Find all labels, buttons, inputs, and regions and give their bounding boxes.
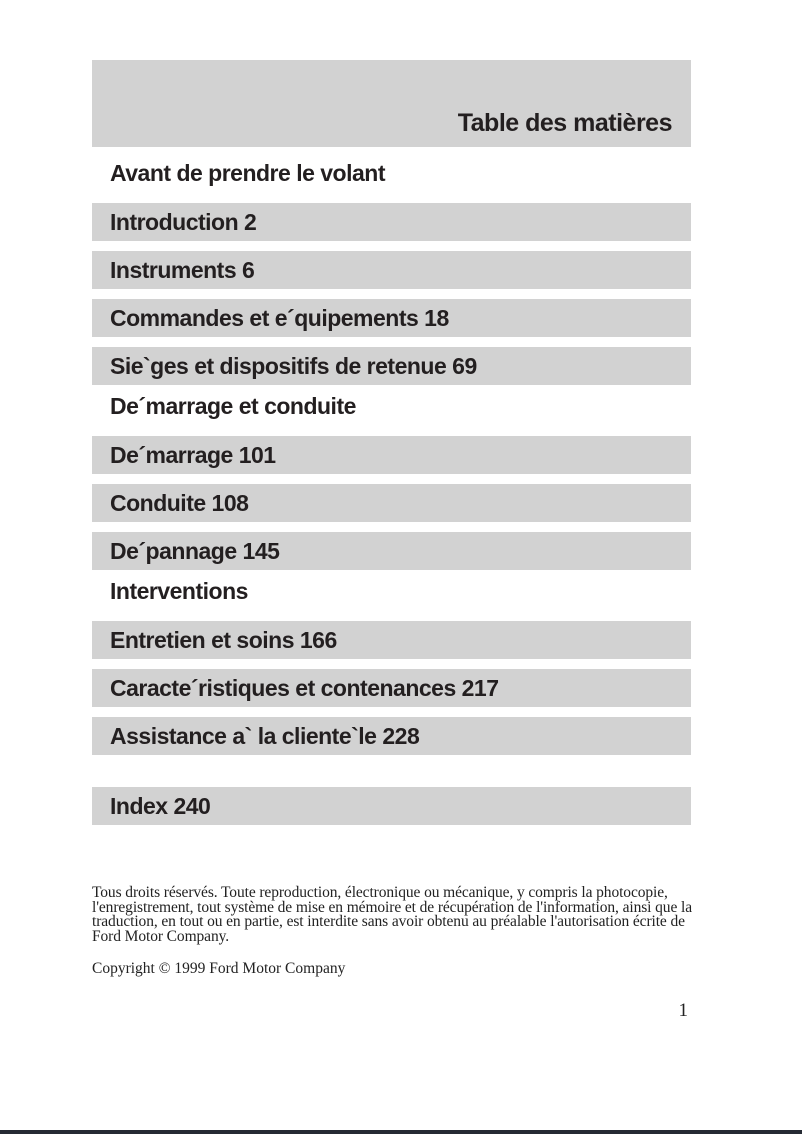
- toc-chapter-label: Caracte´ristiques et contenances 217: [110, 674, 499, 701]
- toc-chapter-caracteristiques: Caracte´ristiques et contenances 217: [92, 669, 691, 707]
- toc-chapter-conduite: Conduite 108: [92, 484, 691, 522]
- toc-chapter-label: Assistance a` la cliente`le 228: [110, 722, 420, 749]
- toc-chapter-instruments: Instruments 6: [92, 251, 691, 289]
- toc-chapter-label: Entretien et soins 166: [110, 626, 337, 653]
- page-title: Table des matières: [457, 109, 673, 137]
- toc-chapter-label: Conduite 108: [110, 489, 249, 516]
- toc-chapter-label: Instruments 6: [110, 256, 255, 283]
- toc-chapter-introduction: Introduction 2: [92, 203, 691, 241]
- toc-chapter-label: Sie`ges et dispositifs de retenue 69: [110, 352, 477, 379]
- toc-chapter-commandes: Commandes et e´quipements 18: [92, 299, 691, 337]
- copyright-line: Copyright © 1999 Ford Motor Company: [92, 960, 346, 977]
- toc-chapter-assistance: Assistance a` la cliente`le 228: [92, 717, 691, 755]
- page-number: 1: [678, 1000, 689, 1021]
- toc-chapter-depannage: De´pannage 145: [92, 532, 691, 570]
- toc-chapter-label: Introduction 2: [110, 208, 257, 235]
- toc-chapter-sieges: Sie`ges et dispositifs de retenue 69: [92, 347, 691, 385]
- toc-section-heading-interventions: Interventions: [110, 578, 248, 604]
- bottom-rule: [0, 1130, 802, 1134]
- toc-chapter-index: Index 240: [92, 787, 691, 825]
- rights-notice: Tous droits réservés. Toute reproduction…: [92, 884, 692, 945]
- toc-chapter-label: Index 240: [110, 792, 211, 819]
- page-header-bar: Table des matières: [92, 60, 691, 147]
- toc-chapter-entretien: Entretien et soins 166: [92, 621, 691, 659]
- toc-chapter-label: De´marrage 101: [110, 441, 276, 468]
- toc-chapter-label: De´pannage 145: [110, 537, 280, 564]
- toc-section-heading-avant: Avant de prendre le volant: [110, 160, 386, 186]
- toc-chapter-label: Commandes et e´quipements 18: [110, 304, 449, 331]
- toc-chapter-demarrage: De´marrage 101: [92, 436, 691, 474]
- toc-section-heading-demarrage-conduite: De´marrage et conduite: [110, 393, 356, 419]
